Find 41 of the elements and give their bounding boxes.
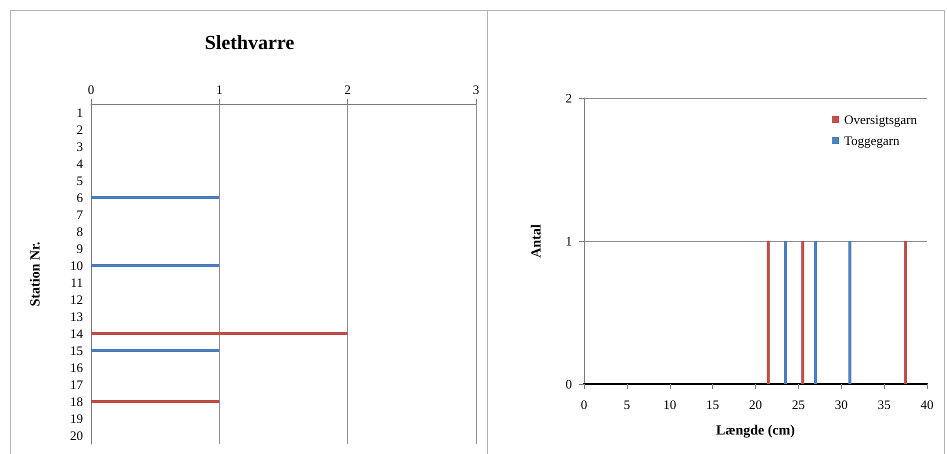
y-axis-title: Station Nr. [28, 242, 44, 306]
y-tick-label: 14 [70, 326, 84, 341]
y-tick-label: 8 [76, 224, 83, 239]
x-tick-label: 5 [624, 397, 630, 412]
y-tick-label: 0 [566, 376, 572, 392]
y-tick-label: 19 [70, 411, 83, 426]
x-tick-label: 25 [792, 397, 805, 412]
y-tick-label: 3 [76, 139, 83, 154]
x-axis-title: Længde (cm) [716, 424, 796, 438]
x-tick-label: 35 [878, 397, 891, 412]
x-tick-label: 3 [472, 82, 480, 97]
y-tick-label: 12 [70, 292, 83, 307]
x-tick-label: 2 [344, 82, 351, 97]
x-tick-label: 30 [834, 397, 848, 412]
y-tick-label: 13 [70, 309, 83, 324]
y-tick-label: 9 [76, 241, 83, 256]
y-tick-label: 5 [76, 173, 83, 188]
x-tick-label: 40 [920, 397, 934, 412]
y-tick-label: 11 [70, 275, 83, 290]
x-tick-label: 0 [88, 82, 94, 97]
y-axis-title: Antal [530, 224, 544, 258]
y-tick-label: 7 [76, 207, 84, 222]
legend-label: Toggegarn [844, 133, 900, 148]
y-tick-label: 2 [76, 122, 83, 137]
y-tick-label: 16 [70, 360, 84, 375]
y-tick-label: 6 [76, 190, 84, 205]
y-tick-label: 20 [70, 428, 83, 443]
legend-label: Oversigtsgarn [844, 112, 918, 127]
chart-title: Slethvarre [204, 32, 294, 54]
y-tick-label: 15 [70, 343, 83, 358]
y-tick-label: 1 [76, 105, 83, 120]
x-tick-label: 1 [216, 82, 223, 97]
x-tick-label: 0 [580, 397, 588, 412]
x-tick-label: 20 [749, 397, 762, 412]
x-tick-label: 10 [663, 397, 676, 412]
x-tick-label: 15 [706, 397, 720, 412]
y-tick-label: 4 [76, 156, 84, 171]
y-tick-label: 18 [70, 394, 83, 409]
y-tick-label: 17 [70, 377, 84, 392]
y-tick-label: 1 [566, 234, 572, 248]
y-tick-label: 10 [70, 258, 83, 273]
